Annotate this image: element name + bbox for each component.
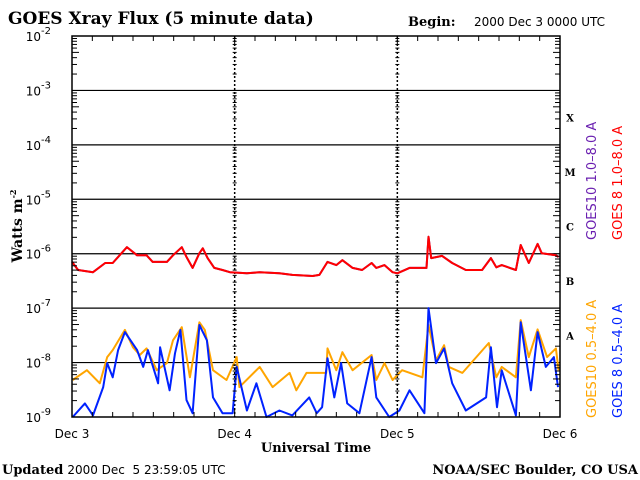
y-tick-label: 10-9 xyxy=(26,407,51,425)
flare-class-label: M xyxy=(564,168,575,179)
x-tick-label: Dec 6 xyxy=(543,427,578,441)
y-axis-label-sup: -2 xyxy=(8,190,18,199)
y-tick-exponent: -5 xyxy=(41,189,51,200)
flare-class-label: C xyxy=(566,223,574,234)
y-tick-base: 10 xyxy=(26,84,41,98)
y-tick-exponent: -9 xyxy=(41,407,51,418)
y-tick-base: 10 xyxy=(26,357,41,371)
x-axis-label: Universal Time xyxy=(261,441,371,456)
updated-label-word: Updated xyxy=(2,463,63,478)
credit: NOAA/SEC Boulder, CO USA xyxy=(432,463,639,478)
legend-entry: GOES 8 1.0–8.0 A xyxy=(611,126,626,240)
y-tick-label: 10-4 xyxy=(26,135,51,153)
y-tick-label: 10-8 xyxy=(26,353,51,371)
y-tick-label: 10-3 xyxy=(26,80,51,98)
legend-entry: GOES10 1.0–8.0 A xyxy=(585,122,600,240)
x-tick-label: Dec 3 xyxy=(55,427,90,441)
y-tick-exponent: -4 xyxy=(41,135,51,146)
y-tick-label: 10-6 xyxy=(26,244,51,262)
y-tick-exponent: -7 xyxy=(41,298,51,309)
series-group xyxy=(71,235,560,418)
legend-entry: GOES 8 0.5–4.0 A xyxy=(611,304,626,418)
y-tick-exponent: -3 xyxy=(41,80,51,91)
updated-label: Updated 2000 Dec 5 23:59:05 UTC xyxy=(2,463,225,478)
y-tick-label: 10-7 xyxy=(26,298,51,316)
flare-class-label: A xyxy=(565,331,574,342)
flare-class-label: B xyxy=(566,277,574,288)
begin-value: 2000 Dec 3 0000 UTC xyxy=(474,15,605,29)
y-tick-base: 10 xyxy=(26,30,41,44)
series-line-goes-8-1-0-8-0-a xyxy=(71,235,560,277)
y-tick-base: 10 xyxy=(26,302,41,316)
y-axis-label: Watts m-2 xyxy=(8,190,26,264)
y-axis-label-text: Watts m xyxy=(10,198,26,263)
begin-label: Begin: xyxy=(408,15,456,30)
x-tick-label: Dec 4 xyxy=(217,427,252,441)
y-tick-exponent: -6 xyxy=(41,244,51,255)
plot-frame xyxy=(71,35,561,418)
y-tick-label: 10-2 xyxy=(26,26,51,44)
x-tick-label: Dec 5 xyxy=(380,427,415,441)
legend: GOES10 1.0–8.0 A GOES 8 1.0–8.0 A GOES10 0… xyxy=(585,122,626,418)
chart-title: GOES Xray Flux (5 minute data) xyxy=(8,9,314,29)
y-tick-label: 10-5 xyxy=(26,189,51,207)
y-tick-base: 10 xyxy=(26,411,41,425)
series-line-goes-8-0-5-4-0-a xyxy=(71,307,559,418)
legend-entry: GOES10 0.5–4.0 A xyxy=(585,300,600,418)
y-tick-exponent: -8 xyxy=(41,353,51,364)
y-tick-exponent: -2 xyxy=(41,26,51,37)
updated-value: 2000 Dec 5 23:59:05 UTC xyxy=(67,463,225,477)
y-tick-base: 10 xyxy=(26,248,41,262)
svg-text:Watts m-2: Watts m-2 xyxy=(8,190,26,264)
y-tick-base: 10 xyxy=(26,193,41,207)
y-tick-base: 10 xyxy=(26,139,41,153)
series-line-goes10-1-0-8-0-a xyxy=(71,235,560,277)
flare-class-label: X xyxy=(566,114,574,125)
